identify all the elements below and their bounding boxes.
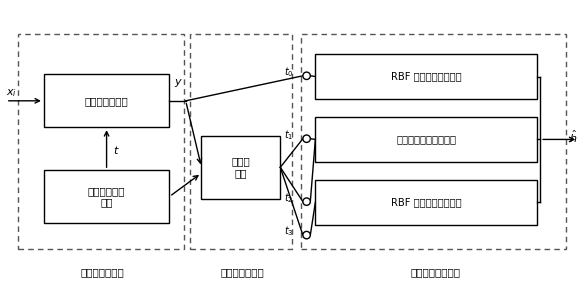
Bar [315,54,537,99]
Bar [315,117,537,162]
Bar [301,34,566,249]
Text: 分段补偿网络部分: 分段补偿网络部分 [410,267,460,277]
Text: 自适应选择网络: 自适应选择网络 [221,267,264,277]
Bar [201,136,280,199]
Text: RBF 神经网络误差补偿: RBF 神经网络误差补偿 [391,72,461,82]
Ellipse shape [303,135,310,142]
Ellipse shape [303,72,310,80]
Text: 环境（温度）
参量: 环境（温度） 参量 [88,186,126,207]
Text: $t_1$: $t_1$ [284,128,294,142]
Bar [44,74,169,127]
Text: $\hat{h}$: $\hat{h}$ [569,129,578,146]
Bar [18,34,184,249]
Text: $t_3$: $t_3$ [284,225,294,238]
Text: $y$: $y$ [173,77,183,89]
Text: $t_2$: $t_2$ [284,191,294,205]
Ellipse shape [303,198,310,205]
Text: $x_i$: $x_i$ [6,87,17,99]
Bar [44,170,169,223]
Bar [315,180,537,225]
Bar [190,34,292,249]
Text: $t$: $t$ [113,144,120,156]
Text: 传感器测量部分: 传感器测量部分 [81,267,124,277]
Text: $t_0$: $t_0$ [284,65,294,79]
Ellipse shape [303,231,310,239]
Text: 湿度传感器测量: 湿度传感器测量 [85,96,128,106]
Text: 线性最小二乘误差补偿: 线性最小二乘误差补偿 [397,134,456,144]
Text: RBF 神经网络误差补偿: RBF 神经网络误差补偿 [391,197,461,207]
Text: 自适应
选择: 自适应 选择 [231,156,251,178]
